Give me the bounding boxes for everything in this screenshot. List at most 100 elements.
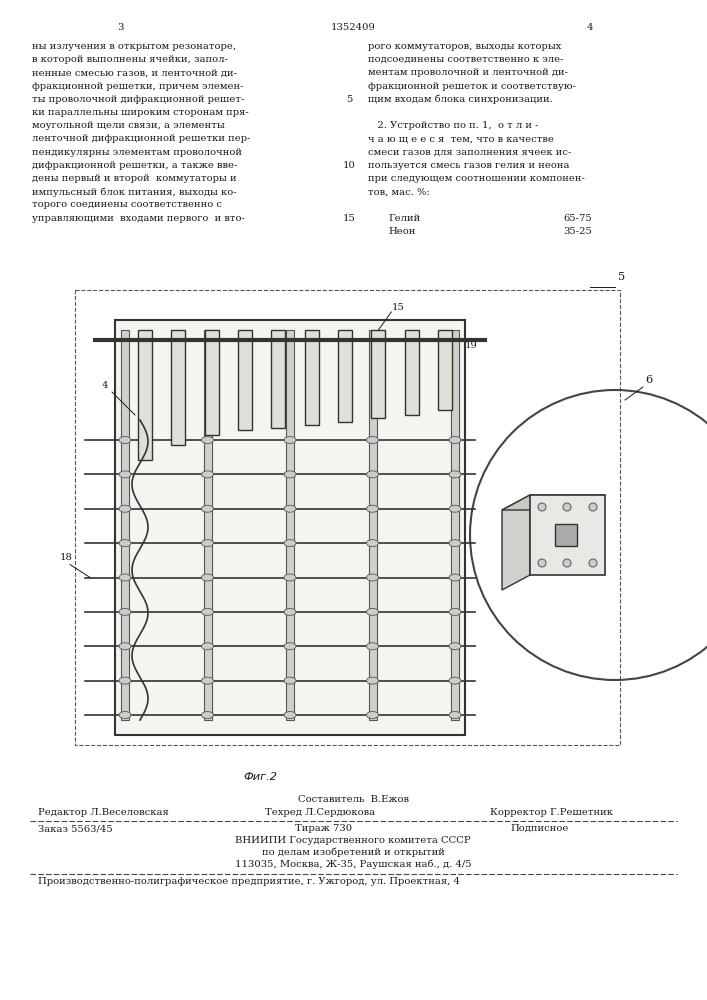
Bar	[286, 330, 294, 720]
Text: 2. Устройство по п. 1,  о т л и -: 2. Устройство по п. 1, о т л и -	[368, 121, 539, 130]
Text: 4: 4	[587, 23, 593, 32]
Text: Производственно-полиграфическое предприятие, г. Ужгород, ул. Проектная, 4: Производственно-полиграфическое предприя…	[38, 877, 460, 886]
Text: Составитель  В.Ежов: Составитель В.Ежов	[298, 795, 409, 804]
Circle shape	[538, 559, 546, 567]
Ellipse shape	[201, 643, 214, 650]
Text: моугольной щели связи, а элементы: моугольной щели связи, а элементы	[32, 121, 225, 130]
Ellipse shape	[201, 540, 214, 547]
Text: смеси газов для заполнения ячеек ис-: смеси газов для заполнения ячеек ис-	[368, 148, 571, 157]
Text: ментам проволочной и ленточной ди-: ментам проволочной и ленточной ди-	[368, 68, 568, 77]
Circle shape	[589, 503, 597, 511]
Text: 1352409: 1352409	[331, 23, 375, 32]
Text: Заказ 5563/45: Заказ 5563/45	[38, 824, 112, 833]
Polygon shape	[502, 495, 605, 510]
Text: Техред Л.Сердюкова: Техред Л.Сердюкова	[265, 808, 375, 817]
Ellipse shape	[366, 643, 378, 650]
Circle shape	[538, 503, 546, 511]
Text: 65-75: 65-75	[563, 214, 592, 223]
Bar	[204, 330, 218, 435]
Ellipse shape	[119, 677, 131, 684]
Bar	[238, 330, 252, 430]
Ellipse shape	[366, 436, 378, 444]
Text: подсоединены соответственно к эле-: подсоединены соответственно к эле-	[368, 55, 563, 64]
Ellipse shape	[366, 608, 378, 615]
Text: 18: 18	[60, 554, 73, 562]
Ellipse shape	[449, 436, 461, 444]
Text: Фиг.2: Фиг.2	[243, 772, 277, 782]
Text: ны излучения в открытом резонаторе,: ны излучения в открытом резонаторе,	[32, 42, 236, 51]
Text: тов, мас. %:: тов, мас. %:	[368, 187, 430, 196]
Ellipse shape	[449, 471, 461, 478]
Bar	[438, 330, 452, 410]
Text: при следующем соотношении компонен-: при следующем соотношении компонен-	[368, 174, 585, 183]
Ellipse shape	[284, 471, 296, 478]
Ellipse shape	[201, 471, 214, 478]
Bar	[371, 330, 385, 418]
Text: дены первый и второй  коммутаторы и: дены первый и второй коммутаторы и	[32, 174, 237, 183]
Ellipse shape	[366, 677, 378, 684]
Ellipse shape	[284, 712, 296, 718]
Ellipse shape	[201, 677, 214, 684]
Ellipse shape	[284, 574, 296, 581]
Text: 5: 5	[618, 272, 625, 282]
Text: ки параллельны широким сторонам пря-: ки параллельны широким сторонам пря-	[32, 108, 249, 117]
Text: 10: 10	[343, 161, 356, 170]
Ellipse shape	[449, 505, 461, 512]
Bar	[121, 330, 129, 720]
Bar	[171, 330, 185, 445]
Bar	[368, 330, 377, 720]
Ellipse shape	[284, 540, 296, 547]
Text: Неон: Неон	[388, 227, 416, 236]
Ellipse shape	[201, 712, 214, 718]
Ellipse shape	[449, 643, 461, 650]
Bar	[404, 330, 419, 415]
Text: 5: 5	[346, 95, 352, 104]
Text: по делам изобретений и открытий: по делам изобретений и открытий	[262, 848, 445, 857]
Bar	[138, 330, 152, 460]
Ellipse shape	[366, 712, 378, 718]
Text: фракционной решеток и соответствую-: фракционной решеток и соответствую-	[368, 82, 576, 91]
Circle shape	[563, 503, 571, 511]
Ellipse shape	[119, 505, 131, 512]
Bar	[555, 524, 577, 546]
Bar	[530, 495, 605, 575]
Text: в которой выполнены ячейки, запол-: в которой выполнены ячейки, запол-	[32, 55, 228, 64]
Text: Тираж 730: Тираж 730	[295, 824, 352, 833]
Text: Редактор Л.Веселовская: Редактор Л.Веселовская	[38, 808, 169, 817]
Text: 4: 4	[102, 381, 108, 390]
Ellipse shape	[284, 505, 296, 512]
Bar	[305, 330, 319, 425]
Ellipse shape	[201, 608, 214, 615]
Bar	[338, 330, 352, 422]
Text: ВНИИПИ Государственного комитета СССР: ВНИИПИ Государственного комитета СССР	[235, 836, 471, 845]
Text: рого коммутаторов, выходы которых: рого коммутаторов, выходы которых	[368, 42, 561, 51]
Text: фракционной решетки, причем элемен-: фракционной решетки, причем элемен-	[32, 82, 243, 91]
Ellipse shape	[449, 712, 461, 718]
Text: торого соединены соответственно с: торого соединены соответственно с	[32, 200, 222, 209]
Ellipse shape	[366, 574, 378, 581]
Ellipse shape	[119, 436, 131, 444]
Text: 113035, Москва, Ж-35, Раушская наб., д. 4/5: 113035, Москва, Ж-35, Раушская наб., д. …	[235, 859, 472, 869]
Text: импульсный блок питания, выходы ко-: импульсный блок питания, выходы ко-	[32, 187, 237, 197]
Text: 6: 6	[645, 375, 653, 385]
Text: пендикулярны элементам проволочной: пендикулярны элементам проволочной	[32, 148, 242, 157]
Text: щим входам блока синхронизации.: щим входам блока синхронизации.	[368, 95, 553, 104]
Ellipse shape	[119, 540, 131, 547]
Ellipse shape	[449, 677, 461, 684]
Ellipse shape	[201, 436, 214, 444]
Bar	[115, 320, 465, 735]
Text: ты проволочной дифракционной решет-: ты проволочной дифракционной решет-	[32, 95, 245, 104]
Ellipse shape	[201, 574, 214, 581]
Text: 15: 15	[392, 303, 404, 312]
Ellipse shape	[366, 505, 378, 512]
Polygon shape	[502, 495, 530, 590]
Text: ненные смесью газов, и ленточной ди-: ненные смесью газов, и ленточной ди-	[32, 68, 237, 77]
Ellipse shape	[119, 643, 131, 650]
Text: 35-25: 35-25	[563, 227, 592, 236]
Ellipse shape	[284, 677, 296, 684]
Ellipse shape	[449, 574, 461, 581]
Bar	[451, 330, 459, 720]
Ellipse shape	[284, 608, 296, 615]
Ellipse shape	[366, 540, 378, 547]
Text: ч а ю щ е е с я  тем, что в качестве: ч а ю щ е е с я тем, что в качестве	[368, 134, 554, 143]
